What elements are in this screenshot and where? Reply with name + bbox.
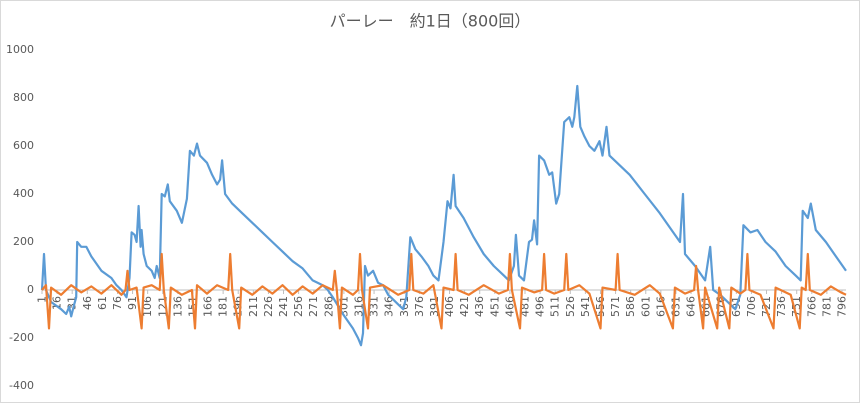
x-tick-label: 91 bbox=[126, 296, 139, 310]
x-tick-label: 46 bbox=[81, 296, 94, 310]
x-tick-label: 226 bbox=[262, 296, 275, 317]
x-tick-label: 376 bbox=[413, 296, 426, 317]
x-tick-label: 631 bbox=[669, 296, 682, 317]
x-tick-label: 76 bbox=[111, 296, 124, 310]
y-tick-label: 400 bbox=[13, 187, 34, 200]
chart-title: パーレー 約1日（800回） bbox=[330, 12, 531, 31]
x-tick-label: 256 bbox=[292, 296, 305, 317]
y-tick-label: 600 bbox=[13, 139, 34, 152]
x-tick-label: 346 bbox=[383, 296, 396, 317]
x-tick-label: 571 bbox=[609, 296, 622, 317]
x-tick-label: 61 bbox=[96, 296, 109, 310]
x-tick-label: 646 bbox=[685, 296, 698, 317]
x-tick-label: 736 bbox=[775, 296, 788, 317]
x-tick-label: 616 bbox=[654, 296, 667, 317]
series-line bbox=[41, 252, 847, 330]
x-tick-label: 781 bbox=[820, 296, 833, 317]
x-tick-label: 526 bbox=[564, 296, 577, 317]
x-tick-label: 586 bbox=[624, 296, 637, 317]
x-tick-label: 211 bbox=[247, 296, 260, 317]
x-tick-label: 271 bbox=[307, 296, 320, 317]
x-tick-label: 436 bbox=[473, 296, 486, 317]
x-tick-label: 496 bbox=[534, 296, 547, 317]
x-tick-label: 181 bbox=[217, 296, 230, 317]
x-tick-label: 316 bbox=[352, 296, 365, 317]
series-line bbox=[40, 84, 847, 347]
y-tick-label: 200 bbox=[13, 235, 34, 248]
x-tick-label: 706 bbox=[745, 296, 758, 317]
x-tick-label: 421 bbox=[458, 296, 471, 317]
x-tick-label: 166 bbox=[202, 296, 215, 317]
x-tick-label: 331 bbox=[368, 296, 381, 317]
y-tick-label: 800 bbox=[13, 91, 34, 104]
y-tick-label: -200 bbox=[9, 331, 34, 344]
y-tick-label: 0 bbox=[27, 283, 34, 296]
x-tick-label: 601 bbox=[639, 296, 652, 317]
x-tick-label: 511 bbox=[549, 296, 562, 317]
x-tick-label: 136 bbox=[171, 296, 184, 317]
x-tick-label: 541 bbox=[579, 296, 592, 317]
x-tick-label: 286 bbox=[322, 296, 335, 317]
x-tick-label: 106 bbox=[141, 296, 154, 317]
x-tick-label: 796 bbox=[835, 296, 848, 317]
x-tick-label: 241 bbox=[277, 296, 290, 317]
y-tick-label: -400 bbox=[9, 379, 34, 392]
x-tick-label: 766 bbox=[805, 296, 818, 317]
x-tick-label: 406 bbox=[443, 296, 456, 317]
y-tick-label: 1000 bbox=[6, 43, 34, 56]
x-tick-label: 451 bbox=[488, 296, 501, 317]
x-tick-label: 16 bbox=[51, 296, 64, 310]
x-tick-label: 1 bbox=[36, 296, 49, 303]
